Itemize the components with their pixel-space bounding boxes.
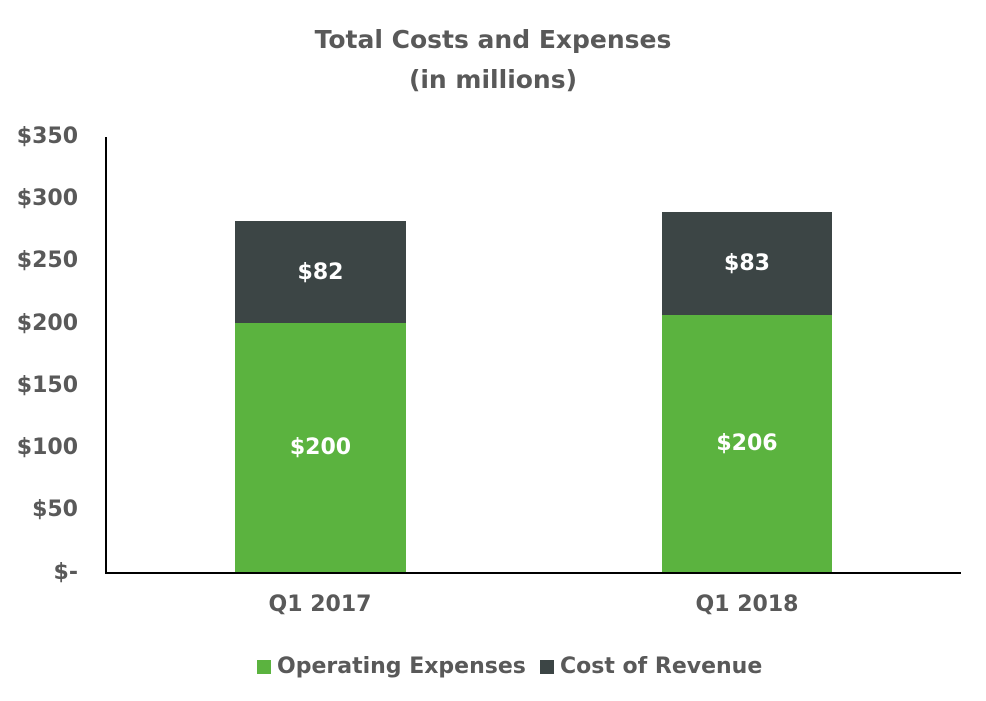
y-tick-label: $200 [16, 311, 78, 336]
y-tick-label: $50 [32, 497, 78, 522]
y-tick-label: $- [53, 560, 78, 585]
legend-item-cost-of-revenue: Cost of Revenue [540, 654, 762, 679]
y-tick-label: $100 [16, 435, 78, 460]
legend-swatch-green [257, 659, 271, 674]
legend-label: Operating Expenses [277, 654, 526, 679]
legend-swatch-dark [540, 659, 554, 674]
bar-value-label: $83 [724, 251, 770, 276]
y-tick-label: $150 [16, 373, 78, 398]
y-tick-label: $350 [16, 124, 78, 149]
bar-value-label: $206 [716, 431, 778, 456]
bar-value-label: $82 [297, 259, 344, 285]
bar-q1-2018-operating-expenses: $206 [662, 315, 832, 572]
y-tick-label: $300 [16, 186, 78, 211]
x-category-label: Q1 2018 [695, 592, 799, 617]
bar-value-label: $200 [289, 435, 352, 460]
y-tick-label: $250 [16, 248, 78, 273]
x-axis-line [105, 572, 961, 574]
chart-subtitle: (in millions) [408, 65, 578, 94]
bar-q1-2018-cost-of-revenue: $83 [662, 212, 832, 315]
bar-q1-2017-cost-of-revenue: $82 [235, 221, 406, 323]
bar-q1-2017-operating-expenses: $200 [235, 323, 406, 572]
chart-title: Total Costs and Expenses [314, 25, 672, 54]
x-category-label: Q1 2017 [268, 592, 372, 617]
y-axis-line [105, 137, 107, 574]
legend-label: Cost of Revenue [560, 654, 763, 679]
legend-item-operating-expenses: Operating Expenses [257, 654, 526, 679]
